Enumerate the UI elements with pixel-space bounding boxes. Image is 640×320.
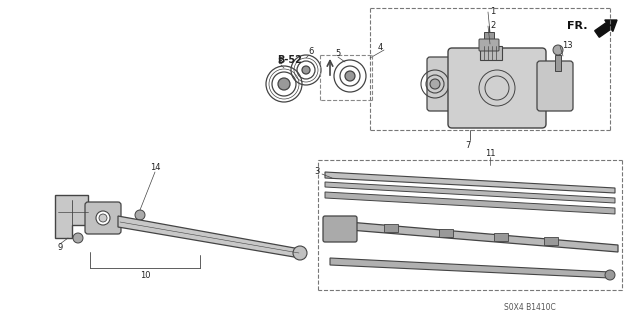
Text: 1: 1 [490, 7, 495, 17]
Text: 4: 4 [378, 44, 383, 52]
Text: 11: 11 [484, 148, 495, 157]
Circle shape [99, 214, 107, 222]
FancyBboxPatch shape [427, 57, 461, 111]
Polygon shape [325, 192, 615, 214]
Circle shape [302, 66, 310, 74]
Text: 7: 7 [465, 140, 470, 149]
Text: S0X4 B1410C: S0X4 B1410C [504, 303, 556, 313]
Text: 10: 10 [140, 271, 150, 281]
Circle shape [345, 71, 355, 81]
Text: FR.: FR. [566, 21, 587, 31]
Bar [480, 46, 502, 60]
Circle shape [430, 79, 440, 89]
Text: 8: 8 [277, 58, 282, 67]
Text: 9: 9 [58, 244, 63, 252]
Text: 6: 6 [308, 47, 314, 57]
Bar [484, 32, 494, 42]
Text: 2: 2 [490, 21, 495, 30]
Polygon shape [55, 195, 88, 238]
FancyArrow shape [595, 20, 617, 37]
Bar [544, 237, 558, 245]
Polygon shape [118, 216, 300, 258]
Polygon shape [325, 182, 615, 203]
Text: 13: 13 [562, 42, 573, 51]
FancyBboxPatch shape [85, 202, 121, 234]
Text: 14: 14 [150, 164, 160, 172]
FancyBboxPatch shape [448, 48, 546, 128]
Bar [439, 229, 453, 237]
Bar [494, 233, 508, 241]
Circle shape [73, 233, 83, 243]
FancyBboxPatch shape [479, 39, 499, 51]
Text: 3: 3 [315, 167, 320, 177]
Circle shape [96, 211, 110, 225]
FancyBboxPatch shape [537, 61, 573, 111]
Bar [384, 224, 398, 232]
Polygon shape [325, 220, 618, 252]
Circle shape [135, 210, 145, 220]
Circle shape [278, 78, 290, 90]
Circle shape [553, 45, 563, 55]
Bar [555, 55, 561, 71]
Circle shape [605, 270, 615, 280]
Text: B-52: B-52 [277, 55, 302, 65]
Text: 5: 5 [335, 50, 340, 59]
Polygon shape [325, 172, 615, 193]
Polygon shape [330, 258, 610, 278]
Circle shape [293, 246, 307, 260]
FancyBboxPatch shape [323, 216, 357, 242]
